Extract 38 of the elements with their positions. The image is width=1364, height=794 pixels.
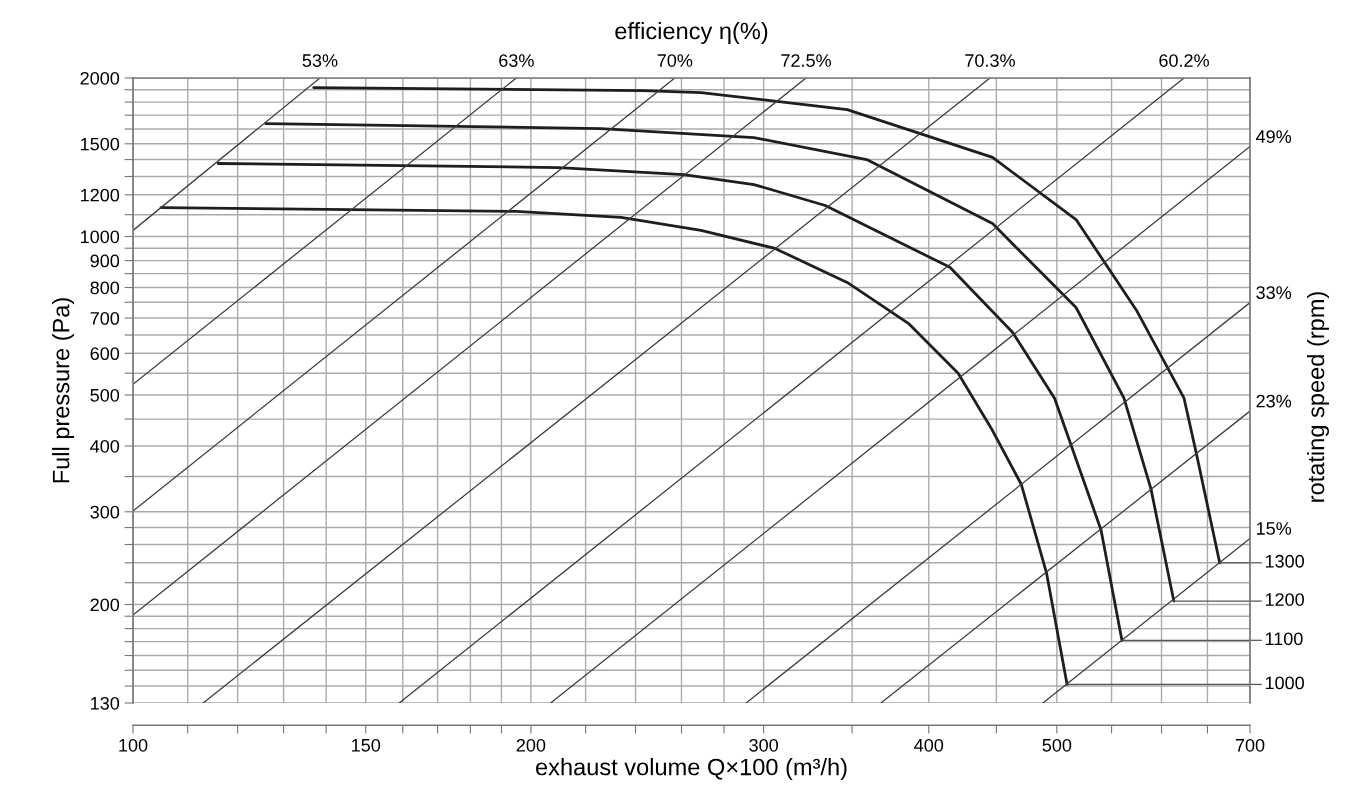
text: 1300: [1265, 554, 1304, 568]
y-tick-label: 2000: [80, 71, 120, 85]
y-tick-label: 900: [90, 254, 120, 268]
series-label: 70.3%: [965, 54, 1015, 67]
series-label: 70%: [657, 54, 693, 67]
chart-title: efficiency η(%): [615, 22, 768, 45]
series-label: 23%: [1256, 394, 1292, 408]
x-tick-label: 300: [749, 738, 778, 752]
x-tick-label: 400: [914, 738, 944, 752]
x-axis-title: exhaust volume Q×100 (m³/h): [536, 758, 847, 781]
y-axis-title: Full pressure (Pa): [52, 298, 75, 483]
y-tick-label: 600: [90, 347, 120, 361]
y-tick-label: 400: [90, 439, 120, 453]
series-label: 33%: [1256, 286, 1292, 300]
y-tick-label: 300: [90, 505, 120, 519]
y-tick-label: 700: [90, 311, 120, 325]
y-tick-label: 500: [90, 388, 120, 402]
text: 1000: [1265, 676, 1304, 690]
x-tick-label: 150: [352, 738, 381, 752]
y-tick-label: 200: [90, 598, 120, 612]
series-label: 60.2%: [1159, 54, 1209, 67]
text: 1200: [1265, 593, 1304, 606]
y-tick-label: 1000: [81, 230, 120, 244]
text: 1100: [1265, 632, 1303, 646]
series-label: 53%: [302, 54, 338, 67]
x-tick-label: 700: [1235, 738, 1265, 752]
series-label: 72.5%: [781, 54, 831, 67]
series-label: 63%: [499, 54, 534, 67]
y2-axis-title: rotating speed (rpm): [1306, 292, 1330, 502]
series-label: 15%: [1256, 522, 1292, 535]
y-tick-label: 130: [91, 696, 120, 710]
x-tick-label: 200: [516, 738, 546, 752]
y-tick-label: 1200: [81, 188, 120, 202]
y-tick-label: 1500: [81, 137, 120, 151]
y-tick-label: 800: [90, 281, 120, 295]
series-label: 49%: [1256, 130, 1292, 143]
x-tick-label: 500: [1042, 738, 1072, 752]
x-tick-label: 100: [119, 738, 148, 752]
